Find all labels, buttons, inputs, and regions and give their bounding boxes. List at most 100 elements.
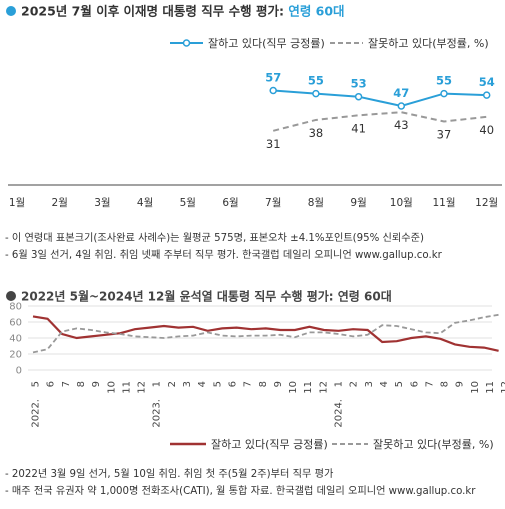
section1-title-accent: 연령 60대 — [288, 4, 344, 19]
chart2-gridlines — [28, 306, 492, 370]
chart1-approve-data-label: 54 — [479, 75, 495, 89]
section1-note-2: - 6월 3일 선거, 4일 취임. 취임 넷째 주부터 직무 평가. 한국갤럽… — [5, 248, 443, 261]
chart1-approve-point — [270, 88, 276, 94]
chart2-y-tick-label: 40 — [9, 334, 22, 345]
chart2-x-tick-label: 9 — [273, 381, 284, 387]
section1-title: 2025년 7월 이후 이재명 대통령 직무 수행 평가: 연령 60대 — [21, 4, 345, 19]
section2-bullet-icon — [6, 291, 16, 301]
chart1-x-tick-labels: 1월 2월 3월 4월 5월 6월 7월 8월 9월 10월 11월 12월 — [9, 197, 498, 209]
chart2-year-label: 2024. — [334, 399, 345, 428]
chart1-approve-line — [273, 91, 487, 107]
chart2-x-tick-label: 11 — [485, 381, 496, 394]
chart2-x-tick-label: 8 — [258, 381, 269, 387]
chart2-y-tick-label: 0 — [16, 366, 22, 377]
chart2-y-tick-label: 20 — [9, 350, 22, 361]
chart1-approve-data-label: 57 — [265, 71, 281, 85]
chart1-x-tick-label: 12월 — [475, 197, 498, 209]
chart2-legend: 잘하고 있다(직무 긍정률) 잘못하고 있다(부정률, %) — [170, 437, 494, 451]
chart1-x-tick-label: 4월 — [137, 197, 153, 209]
chart2-x-tick-label: 1 — [152, 381, 163, 387]
section2-notes: - 2022년 3월 9일 선거, 5월 10일 취임. 취임 첫 주(5월 2… — [5, 467, 476, 497]
section1-notes: - 이 연령대 표본크기(조사완료 사례수)는 월평균 575명, 표본오차 ±… — [5, 231, 443, 261]
chart2-year-label: 2022. — [31, 399, 42, 428]
legend1-approve-label: 잘하고 있다(직무 긍정률) — [208, 36, 325, 50]
chart2-x-tick-label: 3 — [182, 381, 193, 387]
chart2-x-tick-label: 2 — [349, 381, 360, 387]
legend1-approve-marker — [184, 40, 190, 46]
chart2-x-tick-label: 9 — [455, 381, 466, 387]
chart1-x-tick-label: 11월 — [432, 197, 455, 209]
chart1-x-tick-label: 7월 — [265, 197, 281, 209]
chart1-x-tick-label: 6월 — [222, 197, 238, 209]
chart2-x-tick-label: 11 — [121, 381, 132, 394]
chart1-x-tick-label: 3월 — [94, 197, 110, 209]
section1-bullet-icon — [6, 6, 16, 16]
chart2-plot — [33, 315, 499, 353]
chart2-x-tick-label: 9 — [91, 381, 102, 387]
chart2-y-tick-label: 80 — [9, 302, 22, 313]
chart2-x-tick-label: 10 — [288, 381, 299, 394]
chart2-x-tick-label: 6 — [46, 381, 57, 387]
chart1-approve-data-label: 53 — [351, 77, 367, 91]
chart1-x-tick-label: 5월 — [180, 197, 196, 209]
section2-title: 2022년 5월~2024년 12월 윤석열 대통령 직무 수행 평가: 연령 … — [21, 289, 392, 304]
chart1-approve-point — [484, 92, 490, 98]
chart1-approve-data-label: 55 — [308, 74, 324, 88]
chart1-legend: 잘하고 있다(직무 긍정률) 잘못하고 있다(부정률, %) — [170, 36, 489, 50]
chart2-x-tick-label: 12 — [318, 381, 329, 394]
chart2-x-tick-label: 8 — [76, 381, 87, 387]
chart2-x-tick-label: 10 — [106, 381, 117, 394]
chart2-x-tick-label: 6 — [227, 381, 238, 387]
chart1-disapprove-line — [273, 112, 487, 131]
chart1-disapprove-data-label: 41 — [351, 121, 366, 135]
chart2-x-tick-label: 4 — [197, 381, 208, 387]
chart1-approve-point — [398, 103, 404, 109]
chart2-year-label: 2023. — [152, 399, 163, 428]
chart1-approve-point — [356, 94, 362, 100]
chart1-approve-data-label: 47 — [393, 86, 409, 100]
legend2-approve-label: 잘하고 있다(직무 긍정률) — [211, 437, 328, 451]
chart2-x-tick-label: 12 — [500, 381, 505, 394]
chart1-x-tick-label: 9월 — [350, 197, 366, 209]
chart1-disapprove-data-label: 37 — [437, 128, 452, 142]
chart2-x-tick-label: 1 — [334, 381, 345, 387]
chart2-x-tick-label: 3 — [364, 381, 375, 387]
chart1-x-tick-label: 10월 — [390, 197, 413, 209]
chart1-approve-data-label: 55 — [436, 74, 452, 88]
chart2-x-tick-label: 2 — [167, 381, 178, 387]
chart1-disapprove-data-label: 40 — [479, 123, 494, 137]
chart2-x-tick-label: 5 — [31, 381, 42, 387]
chart1-disapprove-data-label: 31 — [266, 137, 281, 151]
chart1-x-tick-label: 8월 — [308, 197, 324, 209]
legend2-disapprove-label: 잘못하고 있다(부정률, %) — [373, 437, 494, 451]
chart1-plot: 57 55 53 47 55 54 31 38 41 43 37 40 — [265, 71, 495, 151]
chart2-x-tick-label: 5 — [394, 381, 405, 387]
chart2-x-tick-label: 7 — [243, 381, 254, 387]
chart2-x-tick-label: 4 — [379, 381, 390, 387]
chart1-disapprove-data-label: 38 — [309, 126, 324, 140]
legend1-disapprove-label: 잘못하고 있다(부정률, %) — [368, 36, 489, 50]
chart2-x-tick-label: 6 — [409, 381, 420, 387]
section1-title-main: 2025년 7월 이후 이재명 대통령 직무 수행 평가: — [21, 4, 288, 19]
chart1-approve-point — [441, 91, 447, 97]
section2-note-2: - 매주 전국 유권자 약 1,000명 전화조사(CATI), 월 통합 자료… — [5, 485, 476, 497]
chart2-x-tick-label: 12 — [137, 381, 148, 394]
chart2-x-tick-label: 10 — [470, 381, 481, 394]
chart2-disapprove-line — [33, 315, 499, 353]
chart2-x-tick-label: 8 — [440, 381, 451, 387]
chart2-y-tick-labels: 0 20 40 60 80 — [9, 302, 22, 377]
section1-note-1: - 이 연령대 표본크기(조사완료 사례수)는 월평균 575명, 표본오차 ±… — [5, 231, 424, 244]
chart1-disapprove-data-label: 43 — [394, 118, 409, 132]
chart1-approve-point — [313, 91, 319, 97]
chart2-x-tick-label: 5 — [212, 381, 223, 387]
chart2-x-tick-label: 7 — [424, 381, 435, 387]
chart2-y-tick-label: 60 — [9, 318, 22, 329]
chart1-x-tick-label: 2월 — [52, 197, 68, 209]
section2-note-1: - 2022년 3월 9일 선거, 5월 10일 취임. 취임 첫 주(5월 2… — [5, 467, 334, 480]
chart1-x-tick-label: 1월 — [9, 197, 25, 209]
chart2-x-tick-label: 11 — [303, 381, 314, 394]
chart2-x-tick-label: 7 — [61, 381, 72, 387]
